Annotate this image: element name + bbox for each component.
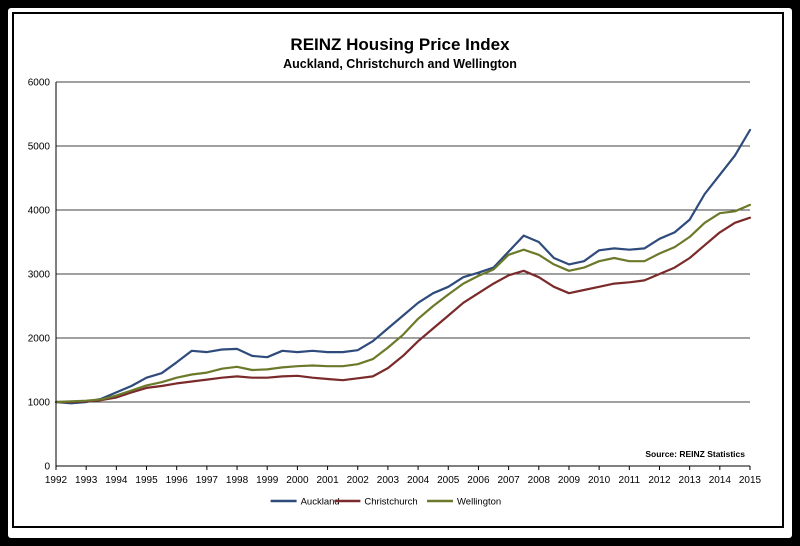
x-tick-label: 2003 [377, 475, 400, 486]
legend-label-christchurch: Christchurch [364, 497, 417, 508]
y-axis-ticks: 0 1000 2000 3000 4000 5000 6000 [28, 78, 51, 473]
y-tick-label: 5000 [28, 142, 51, 153]
chart-border [12, 12, 784, 528]
x-tick-label: 2008 [528, 475, 551, 486]
x-tick-label: 1997 [196, 475, 219, 486]
x-tick-label: 1996 [166, 475, 189, 486]
chart-subtitle: Auckland, Christchurch and Wellington [283, 57, 517, 71]
y-tick-label: 2000 [28, 334, 51, 345]
x-tick-label: 1999 [256, 475, 279, 486]
series-line-christchurch [54, 216, 752, 404]
x-tick-label: 2007 [497, 475, 520, 486]
x-tick-label: 2015 [739, 475, 762, 486]
series-line-wellington [54, 203, 752, 404]
x-tick-label: 2001 [316, 475, 339, 486]
x-axis-ticks: 1992 1993 1994 1995 1996 1997 1998 1999 2000 2001… [45, 466, 762, 486]
x-tick-label: 1995 [135, 475, 158, 486]
legend: Auckland Christchurch Wellington [270, 497, 501, 508]
x-tick-label: 2011 [619, 475, 641, 486]
x-tick-label: 1994 [105, 475, 128, 486]
x-tick-label: 2012 [648, 475, 671, 486]
chart-title: REINZ Housing Price Index [290, 35, 510, 54]
source-note: Source: REINZ Statistics [645, 449, 745, 459]
chart-frame: REINZ Housing Price Index Auckland, Chri… [8, 8, 792, 538]
y-tick-label: 0 [44, 462, 50, 473]
x-tick-label: 2013 [679, 475, 702, 486]
y-tick-label: 4000 [28, 206, 51, 217]
x-tick-label: 2004 [407, 475, 430, 486]
series-lines [54, 128, 752, 405]
x-tick-label: 2009 [558, 475, 581, 486]
x-tick-label: 2010 [588, 475, 611, 486]
x-tick-label: 2014 [709, 475, 732, 486]
x-tick-label: 1992 [45, 475, 68, 486]
x-tick-label: 2000 [286, 475, 309, 486]
x-tick-label: 1998 [226, 475, 249, 486]
y-tick-label: 3000 [28, 270, 51, 281]
x-tick-label: 2002 [347, 475, 370, 486]
series-line-auckland [54, 128, 752, 405]
legend-label-wellington: Wellington [457, 497, 501, 508]
y-tick-label: 6000 [28, 78, 51, 89]
legend-label-auckland: Auckland [301, 497, 340, 508]
x-tick-label: 1993 [75, 475, 98, 486]
gridlines [56, 81, 750, 403]
x-tick-label: 2006 [467, 475, 490, 486]
x-tick-label: 2005 [437, 475, 460, 486]
line-chart: REINZ Housing Price Index Auckland, Chri… [28, 35, 762, 508]
y-tick-label: 1000 [28, 398, 51, 409]
